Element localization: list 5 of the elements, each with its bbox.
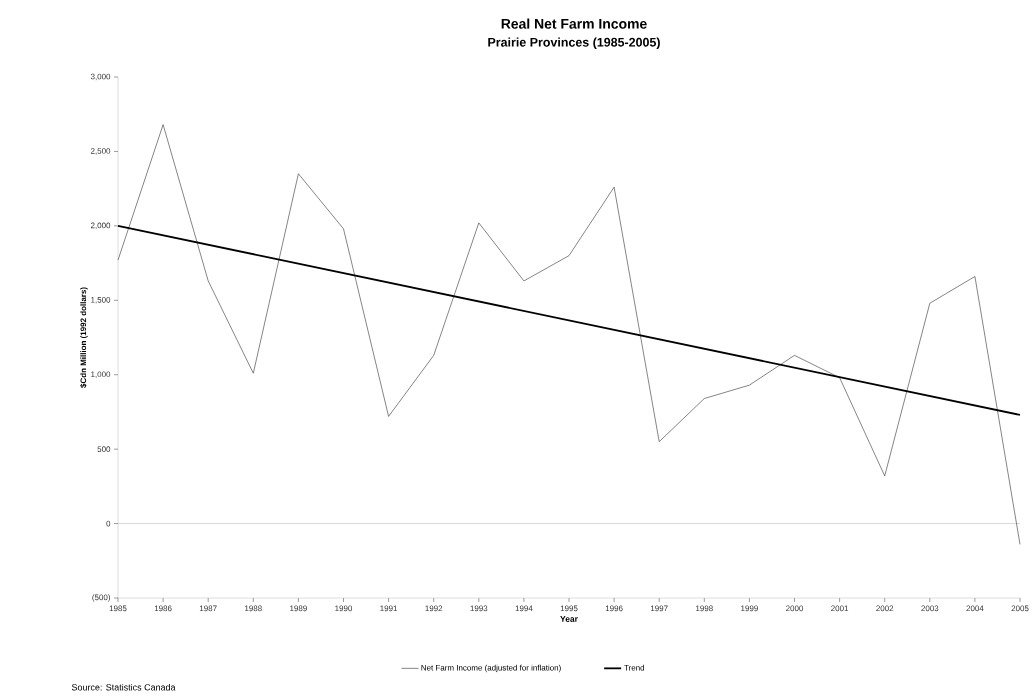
line-series (117, 124, 1021, 545)
source-note: Source: Statistics Canada (71, 683, 176, 691)
chart-title: Real Net Farm Income (501, 18, 647, 29)
chart-subtitle: Prairie Provinces (1985-2005) (488, 37, 660, 50)
x-axis-title: Year (560, 616, 578, 622)
